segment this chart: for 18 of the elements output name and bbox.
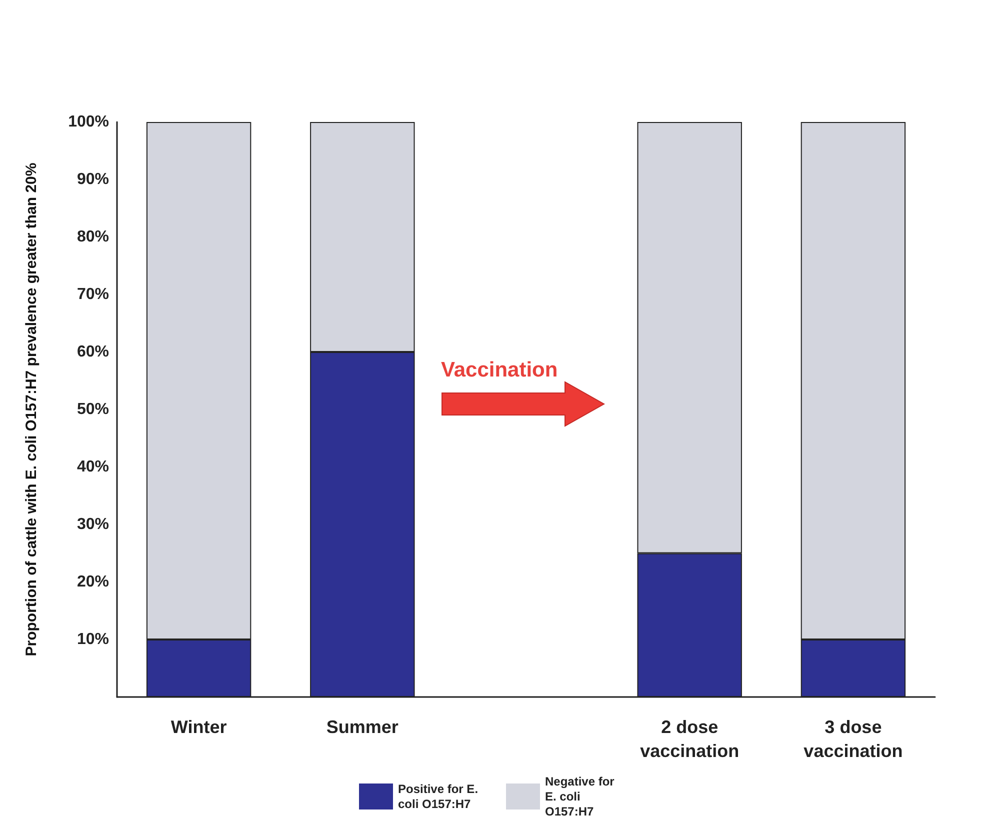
y-tick-label: 20%	[76, 574, 109, 590]
legend-label: Positive for E. coli O157:H7	[398, 782, 482, 811]
y-axis-title: Proportion of cattle with E. coli O157:H7 prevalence greater than 20%	[23, 162, 40, 656]
y-tick-label: 30%	[76, 516, 109, 533]
y-tick-label: 60%	[76, 344, 109, 360]
y-tick-label: 80%	[76, 228, 109, 246]
legend-label: Negative for E. coli O157:H7	[545, 774, 618, 818]
y-tick-label: 100%	[68, 114, 109, 130]
annotation: Vaccination	[441, 358, 558, 382]
x-tick-label: 2 dose vaccination	[640, 717, 740, 761]
y-tick-label: 90%	[76, 171, 109, 188]
x-tick-label: Summer	[326, 717, 398, 737]
x-tick-label: 3 dose vaccination	[804, 717, 903, 761]
x-tick-label: Winter	[170, 717, 227, 737]
y-tick-label: 40%	[76, 458, 109, 476]
y-tick-label: 10%	[76, 631, 109, 648]
y-tick-label: 70%	[76, 286, 109, 303]
y-tick-label: 50%	[76, 401, 109, 418]
